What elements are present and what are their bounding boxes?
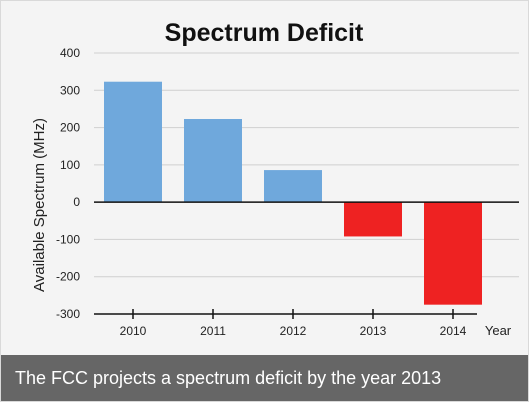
y-tick-label: -100: [56, 232, 80, 246]
x-tick-label: 2011: [200, 324, 226, 338]
y-tick-label: 400: [60, 46, 80, 60]
x-tick-label: 2010: [120, 324, 147, 338]
spectrum-deficit-chart: Spectrum Deficit Available Spectrum (MHz…: [31, 19, 519, 338]
bars: [104, 81, 482, 305]
bar-2012: [264, 170, 322, 203]
x-tick-labels: 2010 2011 2012 2013 2014: [120, 324, 467, 338]
chart-panel: Spectrum Deficit Available Spectrum (MHz…: [1, 1, 528, 355]
y-tick-labels: 400 300 200 100 0 -100 -200 -300: [56, 46, 80, 321]
bar-2013: [344, 202, 402, 237]
x-tick-label: 2014: [440, 324, 467, 338]
y-tick-label: 0: [73, 195, 80, 209]
y-tick-label: -200: [56, 270, 80, 284]
caption-bar: The FCC projects a spectrum deficit by t…: [1, 355, 528, 401]
y-tick-label: 300: [60, 83, 80, 97]
x-tick-label: 2013: [360, 324, 387, 338]
gridlines: [94, 52, 519, 278]
caption-text: The FCC projects a spectrum deficit by t…: [15, 367, 442, 388]
y-tick-label: 200: [60, 121, 80, 135]
x-tick-label: 2012: [280, 324, 307, 338]
x-axis-label: Year: [485, 323, 512, 338]
y-axis-label: Available Spectrum (MHz): [31, 118, 48, 292]
bar-2011: [184, 118, 242, 203]
chart-title: Spectrum Deficit: [165, 19, 364, 47]
y-tick-label: 100: [60, 158, 80, 172]
y-tick-label: -300: [56, 307, 80, 321]
bar-2014: [424, 202, 482, 305]
bar-2010: [104, 81, 162, 203]
axes: [94, 201, 519, 319]
